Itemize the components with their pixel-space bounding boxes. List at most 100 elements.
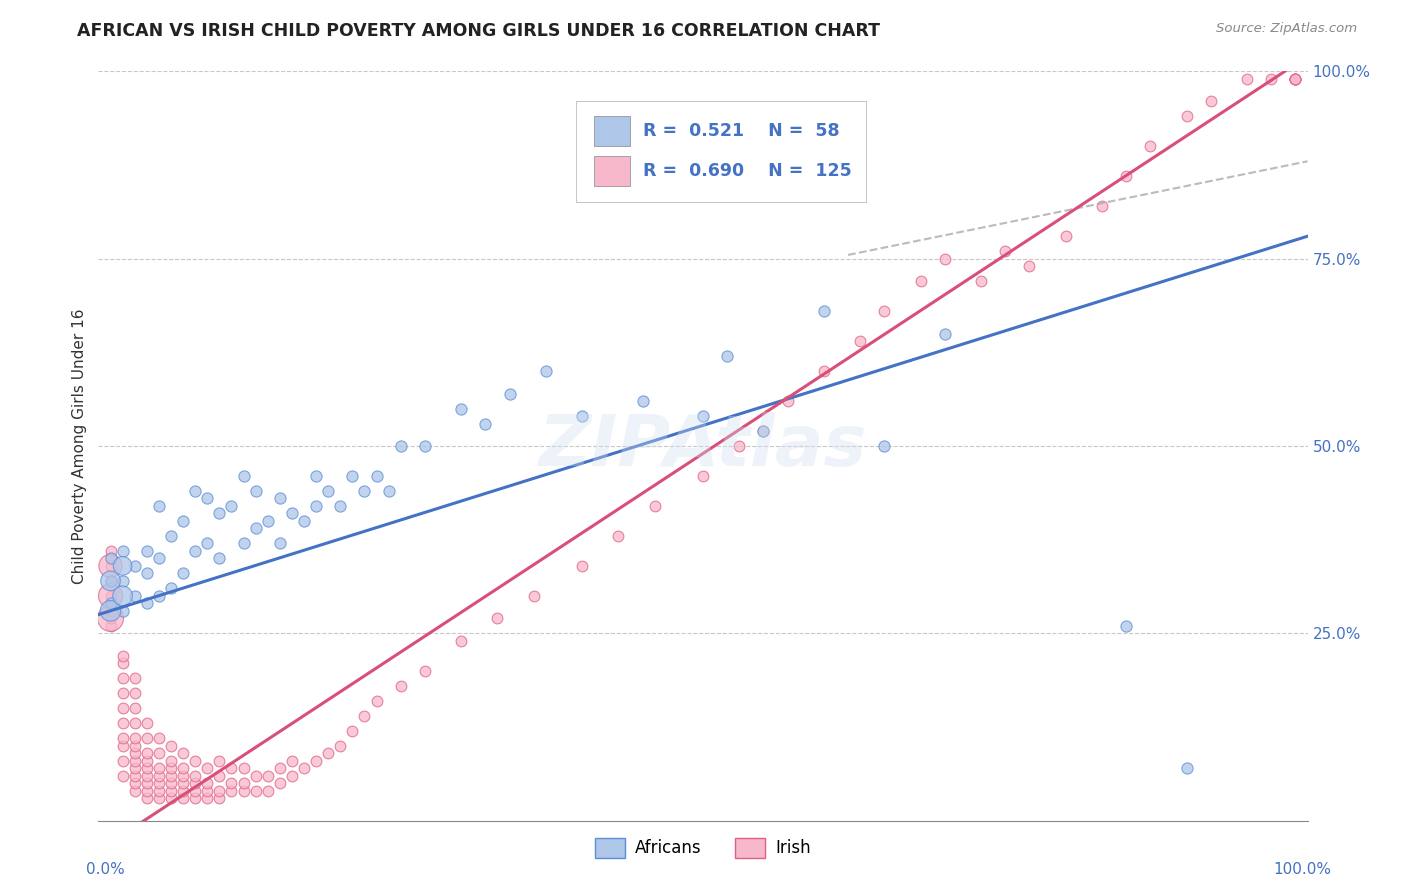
Point <box>873 304 896 318</box>
Point <box>124 671 146 685</box>
Point <box>148 589 170 603</box>
Point <box>148 761 170 775</box>
Point <box>474 417 496 431</box>
Point <box>111 686 134 700</box>
Point <box>486 611 509 625</box>
Point <box>849 334 872 348</box>
Point <box>873 439 896 453</box>
Point <box>135 731 157 746</box>
Text: AFRICAN VS IRISH CHILD POVERTY AMONG GIRLS UNDER 16 CORRELATION CHART: AFRICAN VS IRISH CHILD POVERTY AMONG GIR… <box>77 22 880 40</box>
Point <box>1115 169 1137 184</box>
Point <box>100 551 122 566</box>
Point <box>184 791 207 805</box>
Point <box>111 574 134 588</box>
Point <box>232 469 254 483</box>
Point <box>329 499 352 513</box>
Point <box>305 499 328 513</box>
Point <box>111 716 134 731</box>
Point <box>1199 95 1222 109</box>
Point <box>245 783 267 797</box>
Point <box>135 769 157 783</box>
Point <box>1018 259 1040 273</box>
Point <box>450 401 472 416</box>
Point <box>148 731 170 746</box>
Point <box>208 769 231 783</box>
Point <box>450 633 472 648</box>
Point <box>813 364 835 378</box>
Point <box>221 761 243 775</box>
Point <box>1175 761 1198 775</box>
Point <box>172 776 194 790</box>
Point <box>366 469 388 483</box>
Point <box>111 671 134 685</box>
Point <box>644 499 666 513</box>
Point <box>195 783 218 797</box>
Point <box>208 507 231 521</box>
Point <box>1284 71 1306 86</box>
Point <box>281 507 304 521</box>
Point <box>135 776 157 790</box>
Point <box>100 574 122 588</box>
Point <box>292 761 315 775</box>
Point <box>111 754 134 768</box>
Point <box>184 769 207 783</box>
Point <box>232 783 254 797</box>
Point <box>100 596 122 610</box>
Point <box>160 761 183 775</box>
Point <box>148 776 170 790</box>
Point <box>692 409 714 423</box>
Point <box>135 544 157 558</box>
Point <box>111 648 134 663</box>
Point <box>111 604 134 618</box>
Point <box>269 776 291 790</box>
Point <box>498 386 520 401</box>
Point <box>1236 71 1258 86</box>
Point <box>100 611 122 625</box>
Point <box>389 439 412 453</box>
Point <box>148 791 170 805</box>
FancyBboxPatch shape <box>576 102 866 202</box>
Point <box>305 754 328 768</box>
Point <box>389 679 412 693</box>
Point <box>934 252 956 266</box>
Point <box>752 424 775 438</box>
Point <box>752 424 775 438</box>
Point <box>135 783 157 797</box>
Point <box>232 761 254 775</box>
Point <box>148 769 170 783</box>
Point <box>124 589 146 603</box>
Point <box>111 769 134 783</box>
Point <box>1091 199 1114 213</box>
Point <box>377 483 399 498</box>
Point <box>172 783 194 797</box>
Point <box>342 469 364 483</box>
Text: R =  0.690    N =  125: R = 0.690 N = 125 <box>643 162 851 180</box>
Point <box>607 529 630 543</box>
Point <box>994 244 1017 259</box>
Point <box>245 769 267 783</box>
Point <box>124 783 146 797</box>
Point <box>1175 109 1198 123</box>
Legend: Africans, Irish: Africans, Irish <box>589 831 817 864</box>
Point <box>910 274 932 288</box>
Point <box>305 469 328 483</box>
Point <box>124 558 146 573</box>
Text: 100.0%: 100.0% <box>1274 862 1331 877</box>
Point <box>353 708 375 723</box>
Point <box>728 439 751 453</box>
Point <box>208 791 231 805</box>
Point <box>100 544 122 558</box>
Point <box>100 619 122 633</box>
Text: ZIPAtlas: ZIPAtlas <box>538 411 868 481</box>
Point <box>111 701 134 715</box>
Point <box>221 783 243 797</box>
Point <box>232 536 254 550</box>
Point <box>316 746 339 760</box>
Point <box>100 589 122 603</box>
Point <box>1260 71 1282 86</box>
Point <box>571 558 593 573</box>
Text: R =  0.521    N =  58: R = 0.521 N = 58 <box>643 122 839 140</box>
Point <box>195 776 218 790</box>
Point <box>245 483 267 498</box>
Point <box>172 566 194 581</box>
